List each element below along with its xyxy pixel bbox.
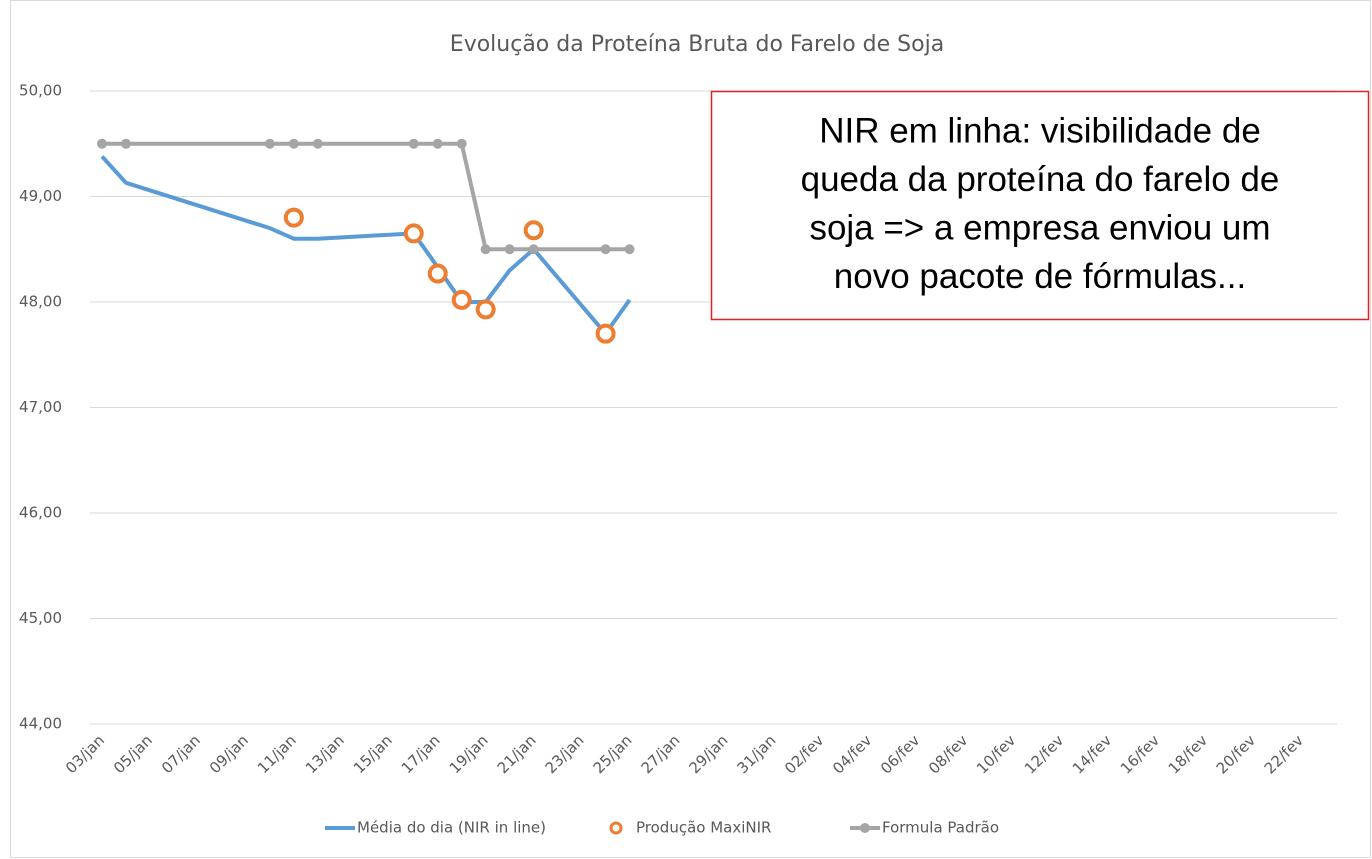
marker bbox=[595, 323, 616, 344]
marker bbox=[283, 207, 304, 228]
marker bbox=[432, 138, 443, 149]
y-tick-label: 47,00 bbox=[19, 398, 62, 416]
chart-title: Evolução da Proteína Bruta do Farelo de … bbox=[450, 32, 944, 57]
marker bbox=[475, 299, 496, 320]
y-tick-label: 48,00 bbox=[19, 293, 62, 311]
legend-swatch bbox=[860, 823, 870, 833]
legend-label: Produção MaxiNIR bbox=[636, 819, 771, 837]
legend-label: Formula Padrão bbox=[882, 819, 999, 837]
marker bbox=[120, 138, 131, 149]
marker bbox=[456, 138, 467, 149]
marker bbox=[403, 223, 424, 244]
marker bbox=[427, 263, 448, 284]
y-tick-label: 44,00 bbox=[19, 715, 62, 733]
marker bbox=[312, 138, 323, 149]
marker bbox=[624, 244, 635, 255]
annotation-text: soja => a empresa enviou um bbox=[809, 208, 1270, 247]
marker bbox=[504, 244, 515, 255]
y-tick-label: 46,00 bbox=[19, 504, 62, 522]
marker bbox=[264, 138, 275, 149]
annotation-box bbox=[710, 90, 1370, 321]
legend-swatch bbox=[609, 821, 623, 835]
marker bbox=[96, 138, 107, 149]
annotation-text: NIR em linha: visibilidade de bbox=[819, 111, 1261, 150]
annotation-text: novo pacote de fórmulas... bbox=[834, 257, 1246, 296]
marker bbox=[523, 220, 544, 241]
annotation-text: queda da proteína do farelo de bbox=[801, 160, 1280, 199]
y-tick-label: 45,00 bbox=[19, 609, 62, 627]
marker bbox=[600, 244, 611, 255]
y-tick-label: 49,00 bbox=[19, 187, 62, 205]
marker bbox=[480, 244, 491, 255]
y-tick-label: 50,00 bbox=[19, 82, 62, 100]
marker bbox=[451, 289, 472, 310]
marker bbox=[408, 138, 419, 149]
marker bbox=[288, 138, 299, 149]
marker bbox=[528, 244, 539, 255]
legend-label: Média do dia (NIR in line) bbox=[357, 819, 546, 837]
